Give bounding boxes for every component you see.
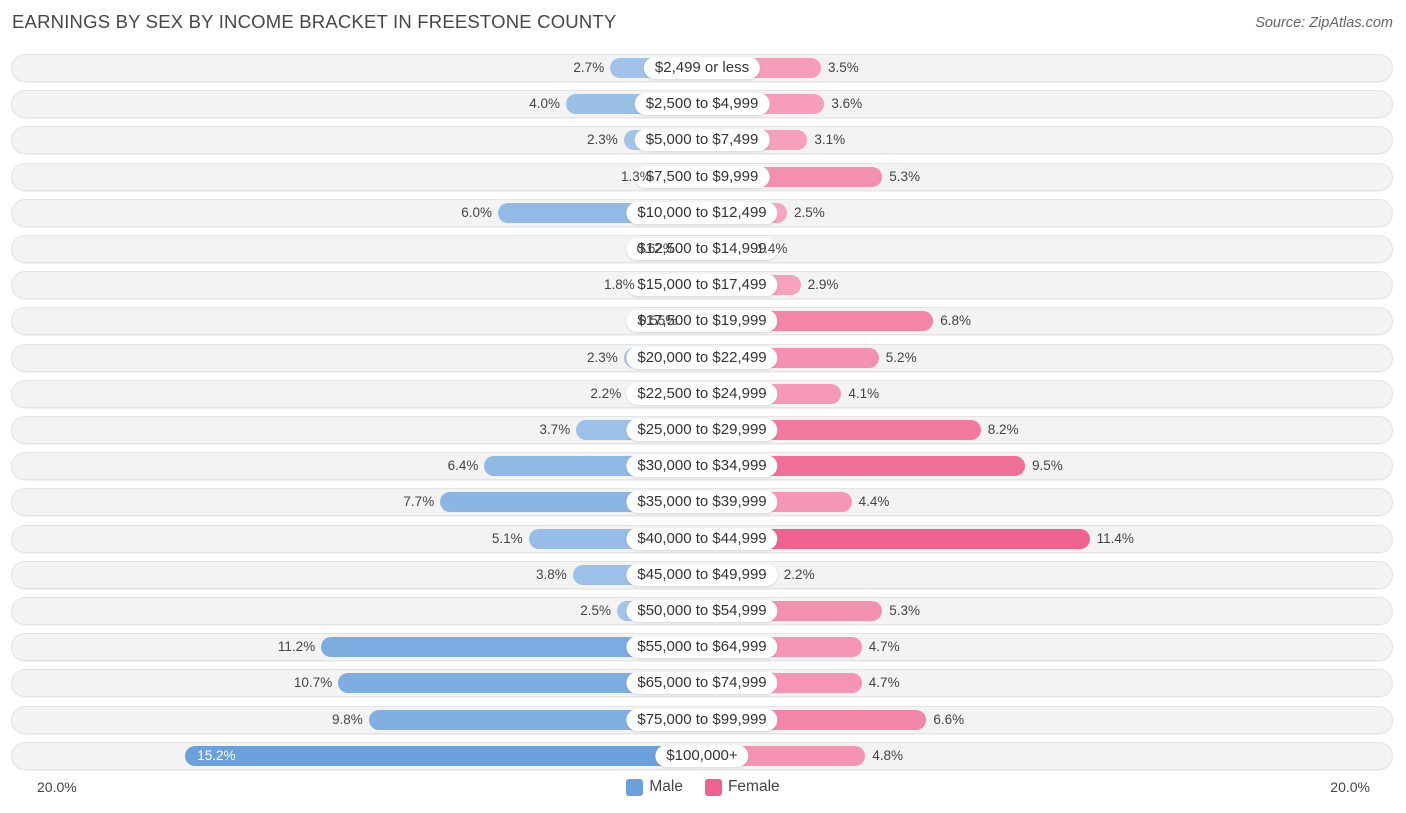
male-value-label: 5.1% xyxy=(491,530,523,546)
legend-item-male[interactable]: Male xyxy=(626,778,683,796)
category-label: $2,500 to $4,999 xyxy=(634,93,770,116)
category-label: $30,000 to $34,999 xyxy=(626,455,778,478)
category-label: $65,000 to $74,999 xyxy=(626,672,778,695)
category-label: $100,000+ xyxy=(655,744,749,767)
female-bar[interactable] xyxy=(702,528,1090,549)
female-value-label: 3.1% xyxy=(814,132,846,148)
male-value-label: 10.7% xyxy=(293,675,333,691)
category-label: $2,499 or less xyxy=(643,57,761,79)
female-value-label: 4.4% xyxy=(858,494,890,510)
category-label: $25,000 to $29,999 xyxy=(626,419,778,441)
female-value-label: 5.2% xyxy=(885,349,917,365)
category-label: $12,500 to $14,999 xyxy=(626,238,778,260)
male-bar[interactable] xyxy=(321,637,702,658)
male-value-label: 6.0% xyxy=(461,204,492,220)
male-value-label: 9.8% xyxy=(332,711,363,727)
male-value-label: 2.7% xyxy=(573,60,605,75)
legend-label-male: Male xyxy=(649,778,683,795)
axis-label-right: 20.0% xyxy=(1330,779,1370,795)
male-value-label: 1.8% xyxy=(604,277,635,293)
category-label: $17,500 to $19,999 xyxy=(626,310,778,333)
female-value-label: 4.7% xyxy=(868,639,900,655)
category-label: $5,000 to $7,499 xyxy=(634,129,770,152)
category-label: $55,000 to $64,999 xyxy=(626,636,778,659)
female-value-label: 1.4% xyxy=(756,241,788,256)
female-value-label: 6.8% xyxy=(940,313,971,329)
female-value-label: 3.5% xyxy=(828,60,859,75)
female-value-label: 5.3% xyxy=(889,603,920,618)
category-label: $45,000 to $49,999 xyxy=(626,563,778,586)
male-value-label: 2.5% xyxy=(580,603,611,618)
male-value-label: 0.55% xyxy=(639,313,678,329)
male-value-label: 6.4% xyxy=(447,458,479,474)
female-value-label: 3.6% xyxy=(831,96,863,112)
category-label: $50,000 to $54,999 xyxy=(626,600,778,622)
male-value-label: 2.3% xyxy=(587,349,618,365)
female-value-label: 8.2% xyxy=(987,422,1019,437)
male-value-label: 1.3% xyxy=(621,168,652,184)
male-value-label: 3.8% xyxy=(536,566,567,582)
male-value-label: 3.7% xyxy=(539,422,571,437)
female-value-label: 9.5% xyxy=(1032,458,1063,474)
male-value-label: 2.3% xyxy=(587,132,618,148)
male-value-label: 2.2% xyxy=(590,385,622,401)
category-label: $22,500 to $24,999 xyxy=(626,382,778,405)
chart-title: EARNINGS BY SEX BY INCOME BRACKET IN FRE… xyxy=(12,11,617,32)
female-value-label: 4.7% xyxy=(868,675,900,691)
legend-item-female[interactable]: Female xyxy=(704,778,780,796)
female-value-label: 11.4% xyxy=(1096,530,1134,546)
female-value-label: 6.6% xyxy=(933,711,965,727)
female-value-label: 4.1% xyxy=(848,385,880,401)
category-label: $15,000 to $17,499 xyxy=(626,274,778,297)
female-value-label: 4.8% xyxy=(872,747,903,763)
legend-swatch-female xyxy=(704,778,722,796)
male-bar[interactable] xyxy=(368,709,702,730)
category-label: $75,000 to $99,999 xyxy=(626,708,778,731)
female-value-label: 2.2% xyxy=(783,566,815,582)
male-bar[interactable] xyxy=(185,745,702,766)
legend-label-female: Female xyxy=(727,778,780,795)
female-bar[interactable] xyxy=(702,456,1025,477)
legend-swatch-male xyxy=(626,778,644,796)
category-label: $35,000 to $39,999 xyxy=(626,491,778,514)
male-value-label: 4.0% xyxy=(529,96,560,112)
legend: Male Female xyxy=(0,778,1406,796)
source-credit: Source: ZipAtlas.com xyxy=(1255,15,1393,31)
female-value-label: 2.9% xyxy=(807,277,839,293)
male-value-label: 11.2% xyxy=(277,639,316,655)
axis-label-left: 20.0% xyxy=(37,779,77,795)
male-value-label: 15.2% xyxy=(197,747,236,763)
male-value-label: 7.7% xyxy=(403,494,435,510)
female-value-label: 2.5% xyxy=(794,204,825,220)
category-label: $40,000 to $44,999 xyxy=(626,527,778,550)
male-bar[interactable] xyxy=(338,673,702,694)
female-value-label: 5.3% xyxy=(889,168,920,184)
category-label: $7,500 to $9,999 xyxy=(634,165,770,188)
male-value-label: 0.62% xyxy=(636,241,675,256)
category-label: $10,000 to $12,499 xyxy=(626,201,778,224)
category-label: $20,000 to $22,499 xyxy=(626,346,778,369)
